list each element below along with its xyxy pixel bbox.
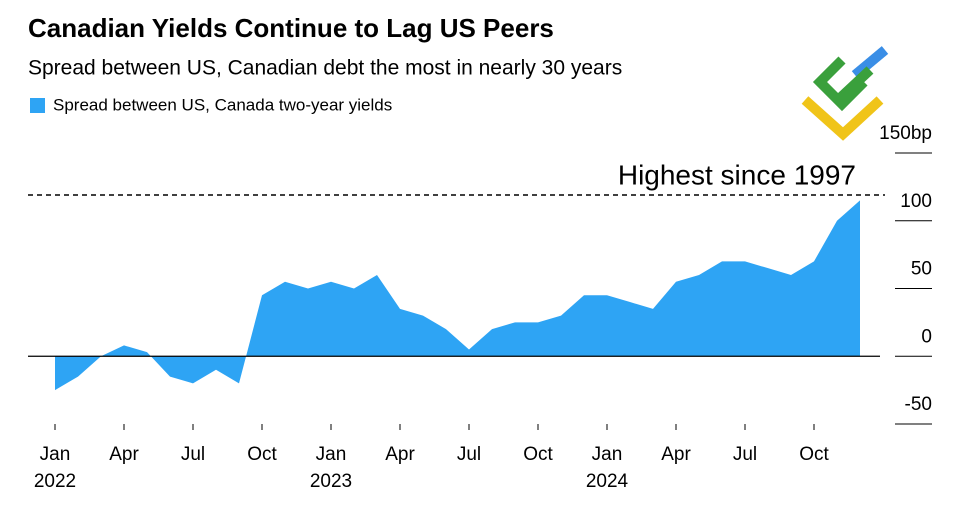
- x-tick-label: Oct: [247, 444, 277, 465]
- y-tick-label: 100: [900, 191, 932, 212]
- x-tick-label: Jan: [40, 444, 71, 465]
- x-tick-label: Apr: [109, 444, 139, 465]
- x-tick-year: 2024: [586, 471, 629, 492]
- logo-blue: [851, 46, 889, 79]
- legend-label: Spread between US, Canada two-year yield…: [53, 95, 392, 114]
- x-tick-label: Jul: [733, 444, 757, 465]
- x-tick-label: Jul: [457, 444, 481, 465]
- y-tick-label: 50: [911, 259, 932, 280]
- logo-green-2: [836, 66, 874, 102]
- x-tick-label: Oct: [523, 444, 553, 465]
- y-tick-label: 150bp: [879, 123, 932, 144]
- logo-green: [812, 56, 868, 112]
- annotation-text: Highest since 1997: [618, 159, 856, 190]
- x-tick-label: Jan: [316, 444, 347, 465]
- x-tick-label: Oct: [799, 444, 829, 465]
- area: [55, 200, 860, 391]
- y-tick-label: 0: [921, 326, 932, 347]
- y-tick-label: -50: [905, 394, 932, 415]
- chart-subtitle: Spread between US, Canadian debt the mos…: [28, 57, 622, 80]
- x-tick-year: 2023: [310, 471, 352, 492]
- x-tick-year: 2022: [34, 471, 76, 492]
- x-tick-label: Apr: [385, 444, 415, 465]
- x-tick-label: Jul: [181, 444, 205, 465]
- chart-title: Canadian Yields Continue to Lag US Peers: [28, 13, 554, 43]
- legend-swatch: [30, 98, 45, 113]
- logo-yellow: [801, 96, 884, 141]
- logo: [801, 46, 889, 141]
- x-tick-label: Jan: [592, 444, 623, 465]
- x-tick-label: Apr: [661, 444, 691, 465]
